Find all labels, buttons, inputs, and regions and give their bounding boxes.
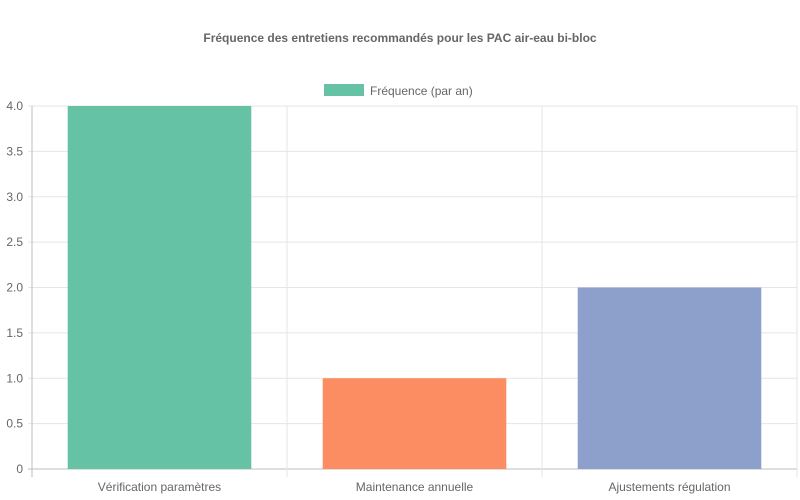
bar[interactable]: [577, 287, 762, 470]
x-tick-label: Maintenance annuelle: [356, 480, 474, 494]
y-tick-label: 2.0: [6, 281, 23, 295]
bars: [67, 106, 762, 470]
y-tick-label: 4.0: [6, 99, 23, 113]
y-tick-label: 3.5: [6, 144, 23, 158]
bar[interactable]: [322, 378, 507, 469]
legend-swatch: [324, 84, 364, 96]
y-tick-label: 0: [16, 462, 23, 476]
chart-title: Fréquence des entretiens recommandés pou…: [203, 31, 597, 45]
y-tick-label: 2.5: [6, 235, 23, 249]
x-tick-label: Ajustements régulation: [608, 480, 730, 494]
legend[interactable]: Fréquence (par an): [324, 84, 473, 98]
x-tick-label: Vérification paramètres: [98, 480, 221, 494]
y-tick-label: 3.0: [6, 190, 23, 204]
y-axis: 0 0.5 1.0 1.5 2.0 2.5 3.0 3.5 4.0: [6, 99, 23, 476]
y-tick-label: 1.0: [6, 371, 23, 385]
bar[interactable]: [67, 106, 252, 469]
x-axis: Vérification paramètres Maintenance annue…: [98, 480, 731, 494]
legend-label: Fréquence (par an): [370, 84, 473, 98]
y-tick-label: 0.5: [6, 417, 23, 431]
y-tick-label: 1.5: [6, 326, 23, 340]
